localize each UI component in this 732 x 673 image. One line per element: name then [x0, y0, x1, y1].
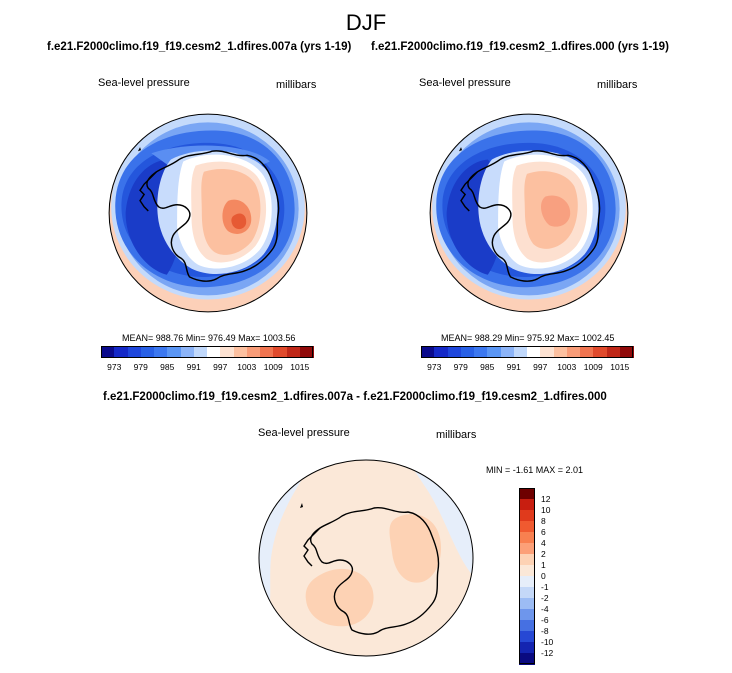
diff-colorbar-swatch — [519, 543, 535, 555]
right-colorbar-tick-label: 1003 — [557, 362, 577, 372]
left-colorbar-swatch — [260, 346, 274, 358]
diff-colorbar-swatch — [519, 598, 535, 610]
diff-colorbar-tick-label: 2 — [541, 549, 546, 559]
right-colorbar-swatch — [474, 346, 488, 358]
diff-colorbar-swatch — [519, 587, 535, 599]
diff-colorbar-swatch — [519, 554, 535, 566]
left-colorbar-swatch — [154, 346, 168, 358]
left-colorbar-tick-label: 979 — [133, 362, 148, 372]
diff-colorbar-swatch — [519, 510, 535, 522]
left-colorbar-swatch — [273, 346, 287, 358]
diff-colorbar-tick-label: 6 — [541, 527, 546, 537]
diff-colorbar-tick-label: 0 — [541, 571, 546, 581]
left-variable-label: Sea-level pressure — [98, 77, 190, 89]
left-map — [108, 113, 308, 313]
right-colorbar-swatch — [606, 346, 621, 358]
diff-colorbar-swatch — [519, 653, 535, 665]
right-stats: MEAN= 988.29 Min= 975.92 Max= 1002.45 — [441, 333, 615, 343]
left-colorbar-swatch — [114, 346, 128, 358]
right-colorbar-tick-label: 985 — [480, 362, 495, 372]
diff-colorbar-swatch — [519, 631, 535, 643]
right-colorbar-swatch — [421, 346, 435, 358]
diff-colorbar-swatch — [519, 499, 535, 511]
diff-colorbar-swatch — [519, 609, 535, 621]
right-map — [429, 113, 629, 313]
left-case-title: f.e21.F2000climo.f19_f19.cesm2_1.dfires.… — [47, 41, 352, 53]
left-colorbar-tick-label: 973 — [107, 362, 122, 372]
diff-colorbar-tick-label: -4 — [541, 604, 549, 614]
difference-map — [258, 459, 474, 657]
right-colorbar-swatch — [500, 346, 515, 358]
right-colorbar-swatch — [513, 346, 528, 358]
left-colorbar-swatch — [246, 346, 261, 358]
right-colorbar-swatch — [527, 346, 541, 358]
right-colorbar-swatch — [540, 346, 554, 358]
diff-colorbar-tick-label: 1 — [541, 560, 546, 570]
right-colorbar-swatch — [593, 346, 607, 358]
left-colorbar-swatch — [193, 346, 208, 358]
right-variable-label: Sea-level pressure — [419, 77, 511, 89]
right-colorbar-tick-label: 991 — [506, 362, 521, 372]
left-colorbar-swatch — [286, 346, 301, 358]
diff-colorbar-swatch — [519, 620, 535, 632]
diff-colorbar-swatch — [519, 576, 535, 588]
right-colorbar-swatch — [619, 346, 634, 358]
right-units-label: millibars — [597, 79, 638, 91]
diff-colorbar-tick-label: 12 — [541, 494, 551, 504]
right-colorbar-swatch — [460, 346, 475, 358]
left-colorbar-tick-label: 1003 — [237, 362, 257, 372]
right-colorbar-tick-label: 979 — [453, 362, 468, 372]
left-colorbar-tick-label: 1009 — [263, 362, 283, 372]
right-colorbar-tick-label: 973 — [427, 362, 442, 372]
left-colorbar-tick-label: 991 — [186, 362, 201, 372]
diff-colorbar-tick-label: -8 — [541, 626, 549, 636]
left-colorbar-swatch — [140, 346, 155, 358]
right-colorbar-tick-label: 997 — [533, 362, 548, 372]
diff-variable-label: Sea-level pressure — [258, 427, 350, 439]
diff-stats: MIN = -1.61 MAX = 2.01 — [486, 465, 584, 475]
left-colorbar-swatch — [207, 346, 221, 358]
right-case-title: f.e21.F2000climo.f19_f19.cesm2_1.dfires.… — [371, 41, 669, 53]
left-colorbar-swatch — [167, 346, 181, 358]
right-colorbar: 973 979 985 991 997 1003 1009 1015 — [421, 346, 634, 372]
diff-colorbar-swatch — [519, 532, 535, 544]
right-colorbar-swatch — [487, 346, 501, 358]
left-colorbar-tick-label: 997 — [213, 362, 228, 372]
left-units-label: millibars — [276, 79, 317, 91]
diff-colorbar-tick-label: 10 — [541, 505, 551, 515]
diff-colorbar-swatch — [519, 642, 535, 654]
diff-colorbar-tick-label: -1 — [541, 582, 549, 592]
left-colorbar: 973 979 985 991 997 1003 1009 1015 — [101, 346, 314, 372]
diff-colorbar-tick-label: -12 — [541, 648, 554, 658]
diff-colorbar: 12 10 8 6 4 2 1 0 -1 -2 -4 -6 -8 -10 -12 — [519, 488, 553, 665]
diff-colorbar-tick-label: -10 — [541, 637, 554, 647]
right-colorbar-tick-label: 1009 — [583, 362, 603, 372]
difference-title: f.e21.F2000climo.f19_f19.cesm2_1.dfires.… — [103, 391, 607, 403]
left-colorbar-swatch — [127, 346, 142, 358]
right-colorbar-swatch — [447, 346, 462, 358]
right-colorbar-swatch — [566, 346, 581, 358]
left-colorbar-swatch — [101, 346, 115, 358]
right-colorbar-swatch — [553, 346, 568, 358]
right-colorbar-swatch — [434, 346, 448, 358]
left-colorbar-tick-label: 985 — [160, 362, 175, 372]
left-colorbar-swatch — [220, 346, 234, 358]
diff-colorbar-swatch — [519, 488, 535, 500]
left-colorbar-swatch — [233, 346, 248, 358]
left-colorbar-tick-label: 1015 — [290, 362, 310, 372]
diff-units-label: millibars — [436, 429, 477, 441]
left-colorbar-swatch — [299, 346, 314, 358]
diff-colorbar-tick-label: 8 — [541, 516, 546, 526]
page-title: DJF — [345, 10, 387, 35]
right-colorbar-swatch — [580, 346, 594, 358]
diff-colorbar-tick-label: -2 — [541, 593, 549, 603]
diff-colorbar-swatch — [519, 521, 535, 533]
diff-colorbar-tick-label: 4 — [541, 538, 546, 548]
left-colorbar-swatch — [180, 346, 195, 358]
right-colorbar-tick-label: 1015 — [610, 362, 630, 372]
left-stats: MEAN= 988.76 Min= 976.49 Max= 1003.56 — [122, 333, 296, 343]
diff-colorbar-swatch — [519, 565, 535, 577]
diff-colorbar-tick-label: -6 — [541, 615, 549, 625]
